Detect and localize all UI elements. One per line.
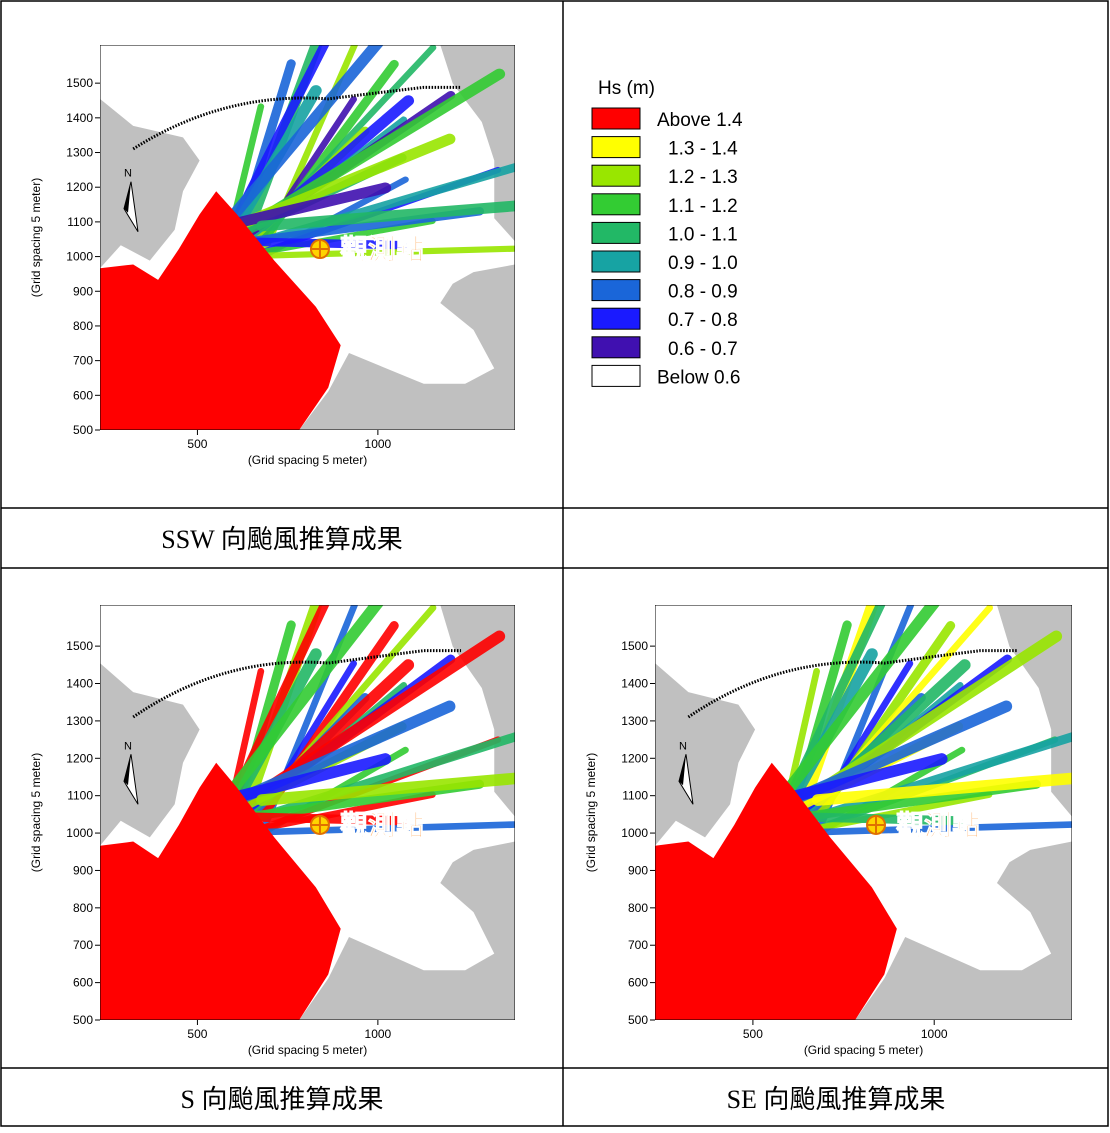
y-tick-label: 800 [73,319,93,333]
y-tick-label: 1200 [66,751,93,765]
y-tick-label: 1100 [67,789,93,803]
x-tick-label: 500 [187,437,207,451]
y-tick-label: 900 [73,863,93,877]
y-axis-label: (Grid spacing 5 meter) [29,178,43,297]
y-tick-label: 1400 [621,677,648,691]
legend-label: 1.0 - 1.1 [668,224,738,245]
wave-map [655,546,1104,1020]
north-label: N [124,168,132,180]
legend-label: Below 0.6 [657,367,740,388]
legend-label: 0.8 - 0.9 [668,282,738,303]
caption: SSW 向颱風推算成果 [161,525,403,554]
legend-swatch [592,337,640,358]
x-tick-label: 500 [187,1027,207,1041]
legend-swatch [592,165,640,186]
annotation: 觀測點 [896,810,980,841]
y-tick-label: 1000 [66,250,93,264]
caption: S 向颱風推算成果 [181,1085,384,1114]
y-tick-label: 1000 [621,826,648,840]
legend-label: 1.1 - 1.2 [668,196,738,217]
y-tick-label: 1200 [66,180,93,194]
x-axis-label: (Grid spacing 5 meter) [804,1043,923,1057]
legend-label: 0.9 - 1.0 [668,253,738,274]
legend-title: Hs (m) [598,78,655,99]
y-tick-label: 1500 [66,76,93,90]
legend: Hs (m)Above 1.4 1.3 - 1.4 1.2 - 1.3 1.1 - 1… [592,78,743,388]
y-tick-label: 1500 [66,639,93,653]
y-tick-label: 600 [628,976,648,990]
legend-swatch [592,194,640,215]
x-tick-label: 500 [743,1027,763,1041]
y-tick-label: 500 [628,1013,648,1027]
y-tick-label: 1300 [66,714,93,728]
wave-map [100,0,547,430]
legend-label: 1.2 - 1.3 [668,167,738,188]
north-label: N [124,740,132,752]
y-tick-label: 1400 [66,677,93,691]
x-tick-label: 1000 [365,437,392,451]
y-tick-label: 900 [628,863,648,877]
legend-label: 1.3 - 1.4 [668,139,738,160]
y-axis-label: (Grid spacing 5 meter) [29,753,43,872]
annotation: 觀測點 [340,810,424,841]
caption: SE 向颱風推算成果 [727,1085,946,1114]
y-tick-label: 600 [73,388,93,402]
wave-map [100,546,547,1020]
page: SSW 向颱風推算成果 S 向颱風推算成果 SE 向颱風推算成果 500 600 7… [0,0,1110,1128]
y-tick-label: 1200 [621,751,648,765]
x-axis-label: (Grid spacing 5 meter) [248,453,367,467]
y-tick-label: 700 [628,938,648,952]
y-tick-label: 800 [628,901,648,915]
y-tick-label: 500 [73,1013,93,1027]
y-tick-label: 1500 [621,639,648,653]
plot: 500 600 700 800 900 1000 1100 1200 1300 1400 1500 5… [29,546,547,1057]
annotation: 觀測點 [340,234,424,265]
legend-swatch [592,365,640,386]
north-label: N [679,740,687,752]
legend-label: 0.7 - 0.8 [668,310,738,331]
legend-swatch [592,108,640,129]
y-tick-label: 500 [73,423,93,437]
y-tick-label: 1000 [66,826,93,840]
legend-swatch [592,137,640,158]
x-axis-label: (Grid spacing 5 meter) [248,1043,367,1057]
y-tick-label: 1300 [66,146,93,160]
y-tick-label: 600 [73,976,93,990]
x-tick-label: 1000 [921,1027,948,1041]
plot: 500 600 700 800 900 1000 1100 1200 1300 1400 1500 5… [29,0,547,467]
legend-label: 0.6 - 0.7 [668,339,738,360]
legend-label: Above 1.4 [657,110,743,131]
legend-swatch [592,222,640,243]
y-tick-label: 1400 [66,111,93,125]
legend-swatch [592,251,640,272]
plot: 500 600 700 800 900 1000 1100 1200 1300 1400 1500 5… [584,546,1104,1057]
y-axis-label: (Grid spacing 5 meter) [584,753,598,872]
y-tick-label: 800 [73,901,93,915]
x-tick-label: 1000 [365,1027,392,1041]
y-tick-label: 1100 [622,789,648,803]
y-tick-label: 1100 [67,215,93,229]
legend-swatch [592,280,640,301]
legend-swatch [592,308,640,329]
y-tick-label: 700 [73,354,93,368]
y-tick-label: 1300 [621,714,648,728]
y-tick-label: 700 [73,938,93,952]
y-tick-label: 900 [73,284,93,298]
